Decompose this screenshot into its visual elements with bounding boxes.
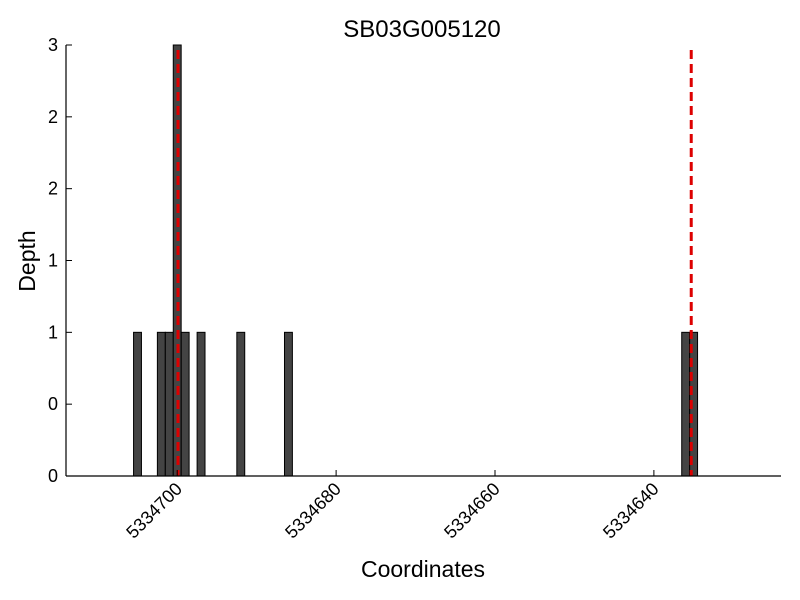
depth-bar <box>681 331 691 477</box>
x-tick-label: 5334640 <box>599 479 663 543</box>
depth-bar <box>156 331 166 477</box>
y-axis: 0 0 1 1 2 2 3 <box>48 35 72 486</box>
x-tick-label: 5334660 <box>440 479 504 543</box>
y-tick-label: 1 <box>48 322 58 342</box>
y-tick-label: 2 <box>48 107 58 127</box>
x-axis: 5334700 5334680 5334660 5334640 <box>66 470 781 542</box>
x-tick-label: 5334680 <box>281 479 345 543</box>
y-tick-label: 1 <box>48 251 58 271</box>
chart-title: SB03G005120 <box>343 16 500 43</box>
y-tick-label: 0 <box>48 394 58 414</box>
x-tick-label: 5334700 <box>122 479 186 543</box>
depth-bar <box>180 331 190 477</box>
y-tick-label: 2 <box>48 179 58 199</box>
depth-bar <box>236 331 246 477</box>
y-axis-label: Depth <box>14 230 40 291</box>
depth-bar <box>283 331 293 477</box>
y-tick-label: 0 <box>48 466 58 486</box>
depth-bar <box>196 331 206 477</box>
depth-bar <box>133 331 142 477</box>
x-axis-label: Coordinates <box>361 556 485 582</box>
depth-bar <box>164 331 174 477</box>
y-tick-label: 3 <box>48 35 58 55</box>
plot-area <box>133 44 699 477</box>
